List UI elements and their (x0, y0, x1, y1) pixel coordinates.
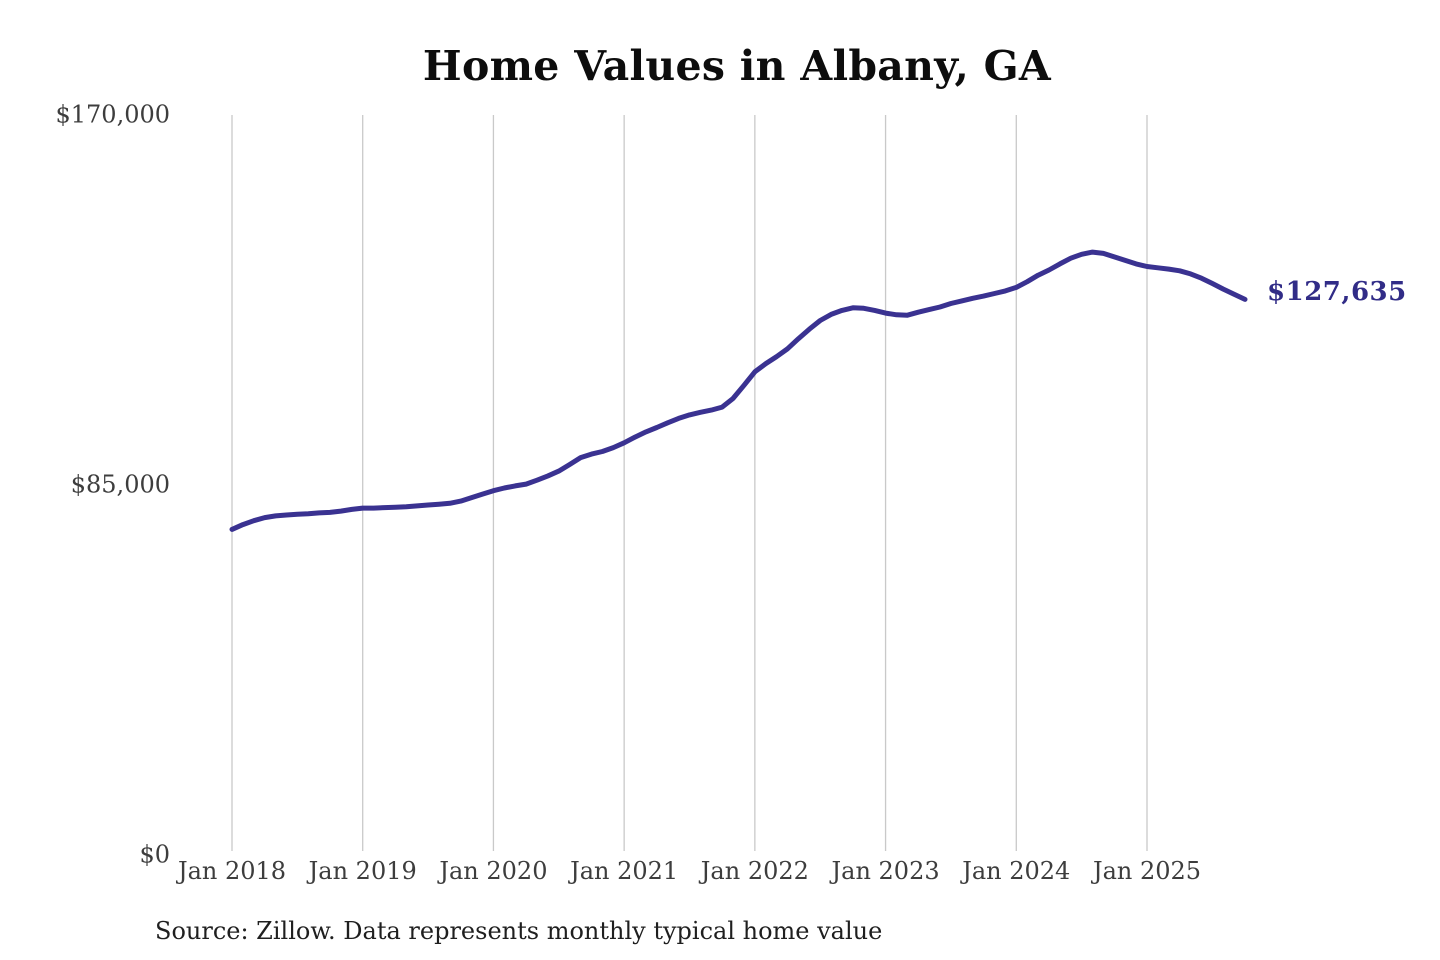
x-tick-label: Jan 2023 (831, 857, 940, 885)
x-tick-label: Jan 2020 (439, 857, 548, 885)
home-value-line (229, 249, 1248, 532)
x-tick-label: Jan 2018 (177, 857, 287, 885)
x-tick-label: Jan 2025 (1092, 857, 1202, 885)
chart-title: Home Values in Albany, GA (422, 42, 1052, 90)
source-note: Source: Zillow. Data represents monthly … (155, 917, 883, 945)
latest-value-label: $127,635 (1267, 277, 1407, 308)
y-tick-label: $170,000 (55, 100, 170, 129)
x-tick-label: Jan 2024 (962, 857, 1071, 885)
y-tick-label: $85,000 (70, 470, 170, 499)
x-tick-label: Jan 2019 (308, 857, 417, 885)
x-tick-label: Jan 2021 (570, 857, 679, 885)
x-tick-label: Jan 2022 (700, 857, 809, 885)
y-tick-label: $0 (139, 840, 170, 869)
